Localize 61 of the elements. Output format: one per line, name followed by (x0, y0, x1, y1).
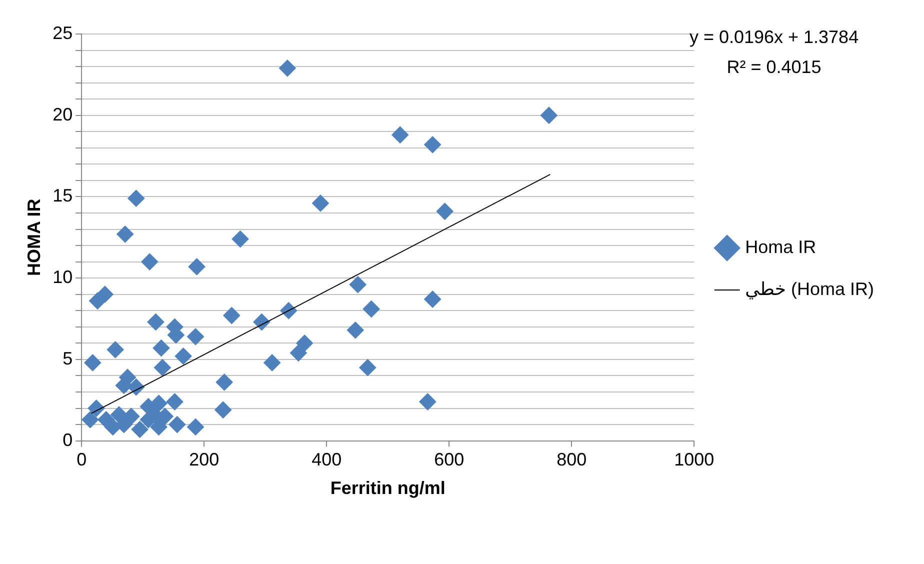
point (264, 354, 281, 372)
point (82, 411, 99, 428)
point (187, 328, 204, 346)
y-tick-label: 10 (52, 267, 73, 288)
point (187, 418, 204, 436)
point (280, 302, 298, 320)
point (424, 290, 442, 308)
x-tick-label: 400 (312, 450, 342, 470)
point (419, 393, 436, 410)
y-tick-label: 0 (62, 430, 73, 450)
point (128, 190, 145, 207)
point (362, 300, 380, 318)
point (214, 401, 232, 418)
point (436, 202, 454, 220)
point (174, 348, 192, 365)
point (424, 136, 442, 154)
point (98, 411, 115, 428)
x-tick-label: 0 (76, 450, 87, 470)
point (312, 194, 329, 212)
legend-label: Homa IR (745, 236, 816, 257)
y-tick-label: 20 (52, 104, 73, 124)
point (392, 126, 409, 144)
point (359, 359, 376, 376)
point (88, 400, 105, 417)
point (232, 230, 249, 248)
point (166, 393, 184, 410)
point (278, 60, 296, 77)
legend-label: خطي (Homa IR) (745, 278, 874, 300)
point (141, 253, 158, 270)
point (131, 420, 148, 438)
annotation: y = 0.0196x + 1.3784 (689, 26, 859, 47)
point (188, 258, 206, 276)
x-tick-label: 800 (556, 450, 587, 470)
point (147, 314, 164, 331)
point (223, 307, 240, 324)
point (216, 374, 233, 391)
point (290, 344, 307, 362)
x-tick-label: 200 (189, 450, 220, 470)
point (84, 354, 102, 372)
point (346, 322, 364, 339)
point (106, 341, 124, 358)
point (349, 276, 366, 294)
point (296, 334, 314, 352)
y-axis-title: HOMA IR (24, 198, 44, 276)
point (110, 406, 128, 424)
point (168, 416, 186, 434)
point (253, 314, 270, 331)
y-tick-label: 5 (62, 348, 73, 368)
x-tick-label: 600 (434, 450, 464, 470)
x-axis-title: Ferritin ng/ml (330, 478, 446, 498)
point (150, 418, 168, 436)
point (89, 292, 106, 310)
point (540, 106, 558, 124)
y-tick-label: 25 (52, 22, 73, 43)
point (116, 226, 134, 243)
x-tick-label: 1000 (674, 450, 714, 470)
point (152, 340, 170, 357)
y-tick-label: 15 (52, 186, 73, 206)
point (128, 378, 145, 396)
point (154, 359, 171, 376)
text: R² = 0.4015 (726, 56, 822, 77)
